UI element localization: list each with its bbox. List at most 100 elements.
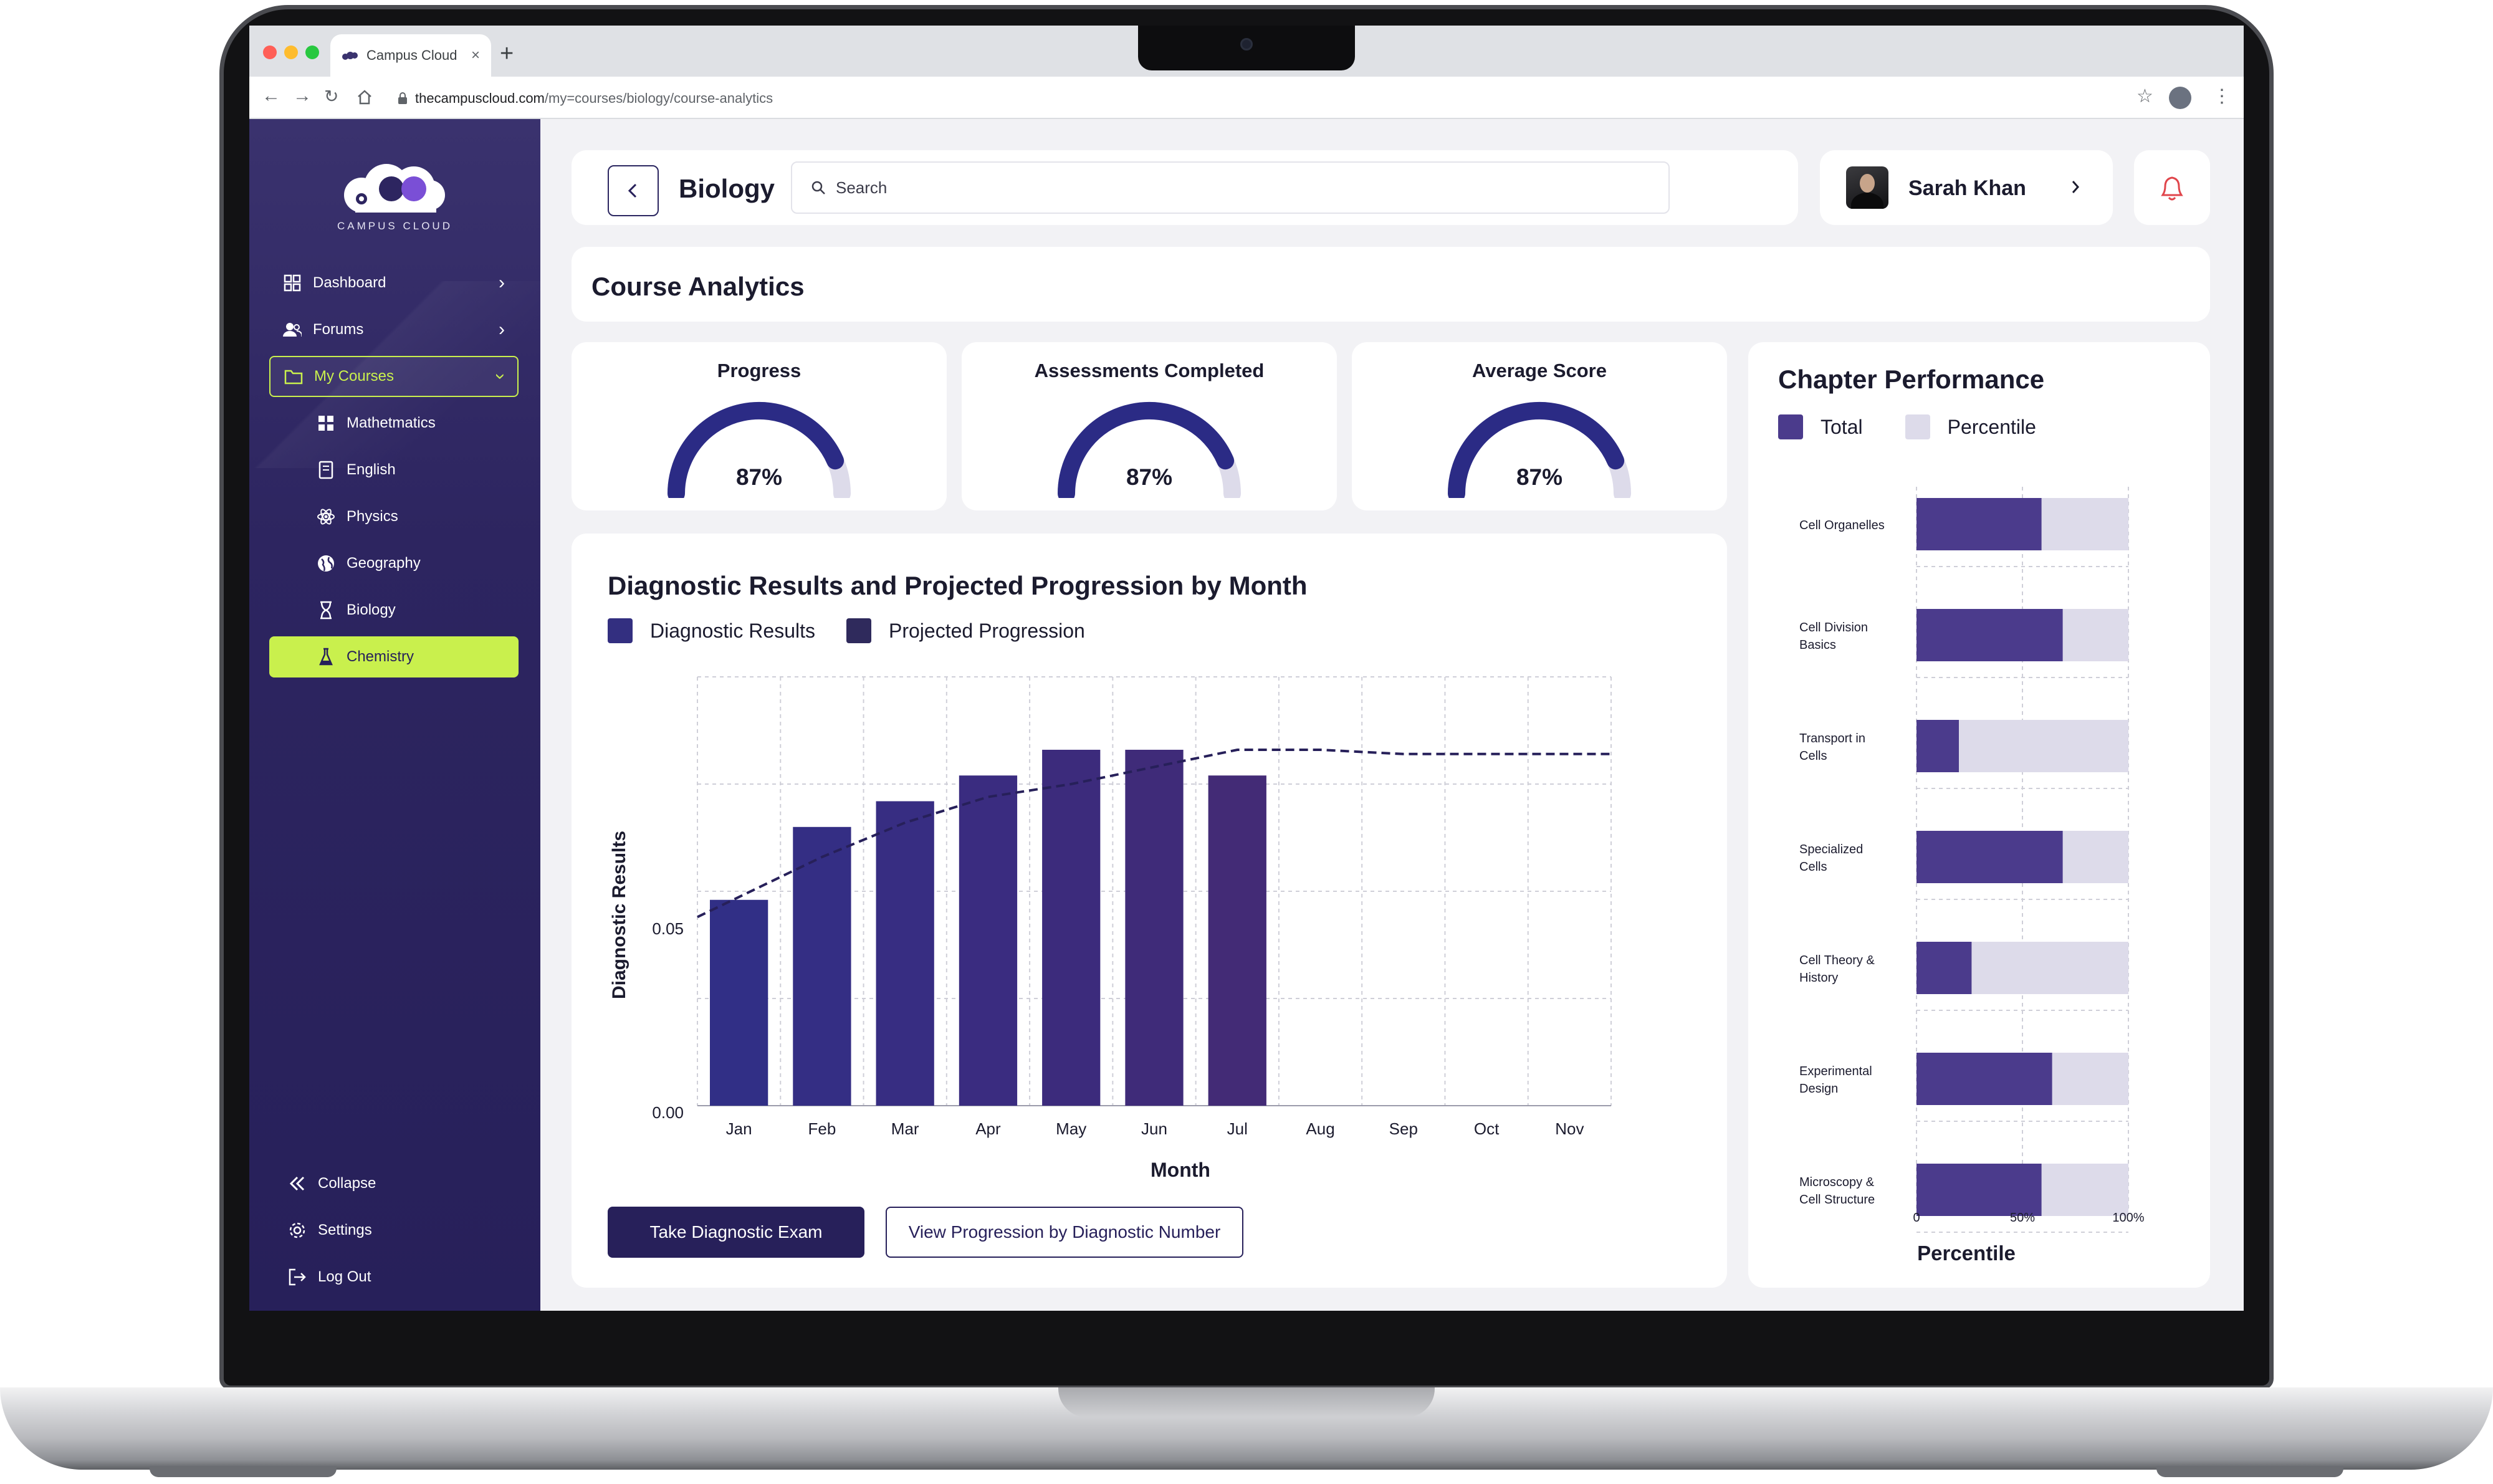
sidebar-item-my-courses[interactable]: My Courses › (269, 356, 519, 397)
notifications-button[interactable] (2134, 150, 2210, 225)
logout-icon (288, 1268, 307, 1286)
legend-swatch-projected (846, 618, 871, 643)
camera-notch (1138, 26, 1355, 70)
sidebar-decoration (249, 281, 540, 468)
total-bar (1916, 831, 2063, 883)
total-bar (1916, 942, 1972, 994)
metric-value: 87% (1126, 464, 1173, 490)
chapter-x-tick: 50% (2010, 1211, 2035, 1225)
forward-arrow-icon[interactable]: → (293, 85, 312, 106)
bar-jan (710, 899, 768, 1106)
gear-icon (288, 1221, 307, 1240)
logout-label: Log Out (318, 1268, 371, 1285)
sidebar-item-forums[interactable]: Forums › (269, 309, 519, 350)
total-bar (1916, 720, 1959, 772)
search-input[interactable]: Search (791, 161, 1670, 214)
sidebar-item-dashboard[interactable]: Dashboard › (269, 262, 519, 304)
x-tick-label: Jun (1141, 1119, 1167, 1138)
chevron-down-icon: › (490, 373, 511, 380)
y-tick-label: 0.00 (652, 1103, 684, 1122)
settings-label: Settings (318, 1222, 372, 1238)
chapter-label: Experimental Design (1799, 1065, 1872, 1096)
search-icon (811, 181, 825, 194)
tab-title: Campus Cloud (366, 47, 457, 63)
new-tab-button[interactable]: + (500, 41, 514, 67)
browser-menu-icon[interactable]: ⋮ (2213, 86, 2231, 107)
minimize-window-button[interactable] (284, 45, 298, 59)
course-item-mathematics[interactable]: Mathetmatics (269, 403, 519, 444)
chapter-label: Cell Division Basics (1799, 621, 1868, 652)
grid-icon (317, 414, 335, 433)
chapter-performance-chart: Percentile Cell Organelles Cell Division B… (1799, 487, 2145, 1265)
double-chevron-left-icon (288, 1174, 307, 1193)
laptop-base (0, 1387, 2493, 1470)
close-window-button[interactable] (263, 45, 277, 59)
chevron-right-icon: › (499, 319, 505, 340)
gauge-fill (668, 401, 845, 498)
chapter-label: Specialized Cells (1799, 843, 1863, 874)
legend-label-projected: Projected Progression (889, 619, 1085, 642)
back-button[interactable] (608, 165, 659, 216)
take-diagnostic-exam-button[interactable]: Take Diagnostic Exam (608, 1207, 864, 1258)
view-progression-button[interactable]: View Progression by Diagnostic Number (886, 1207, 1243, 1258)
home-icon[interactable] (356, 89, 373, 105)
logout-button[interactable]: Log Out (288, 1268, 371, 1286)
course-item-label: English (347, 461, 396, 478)
course-item-label: Geography (347, 555, 421, 572)
course-item-geography[interactable]: Geography (269, 543, 519, 584)
back-arrow-icon[interactable]: ← (262, 85, 280, 106)
course-item-chemistry[interactable]: Chemistry (269, 636, 519, 677)
projected-progression-line (697, 749, 1614, 919)
metric-label: Progress (717, 360, 801, 381)
reload-icon[interactable]: ↻ (324, 87, 339, 106)
campus-cloud-logo (344, 164, 445, 213)
chapter-label-line: Cell Theory & (1799, 954, 1875, 967)
chapter-label-line: Cell Organelles (1799, 519, 1885, 532)
atom-icon (317, 507, 335, 526)
tab-close-icon[interactable]: × (471, 47, 480, 64)
maximize-window-button[interactable] (305, 45, 319, 59)
user-profile-card[interactable]: Sarah Khan (1820, 150, 2113, 225)
course-item-biology[interactable]: Biology (269, 590, 519, 631)
settings-button[interactable]: Settings (288, 1221, 372, 1240)
chart-legend: Diagnostic Results Projected Progression (608, 618, 1085, 643)
browser-tab[interactable]: Campus Cloud × (330, 34, 491, 77)
metric-value: 87% (1516, 464, 1563, 490)
chevron-right-icon (2072, 181, 2080, 193)
x-tick-label: May (1056, 1119, 1086, 1138)
book-icon (317, 461, 335, 479)
chapter-x-tick: 0 (1913, 1211, 1920, 1225)
chevron-right-icon: › (499, 272, 505, 293)
x-tick-label: Feb (808, 1119, 836, 1138)
gauge-fill (1448, 401, 1625, 498)
chapter-label: Transport in Cells (1799, 732, 1865, 763)
gauge-fill (1058, 401, 1235, 498)
bookmark-star-icon[interactable]: ☆ (2137, 86, 2153, 107)
course-item-english[interactable]: English (269, 449, 519, 491)
chapter-label-line: Experimental (1799, 1065, 1872, 1078)
total-bar (1916, 609, 2063, 661)
chapter-label-line: Microscopy & (1799, 1175, 1875, 1189)
chapter-label: Cell Theory & History (1799, 954, 1875, 985)
flask-icon (317, 648, 335, 666)
sidebar: CAMPUS CLOUD Dashboard › Forums › My Cou… (249, 119, 540, 1311)
brand-name: CAMPUS CLOUD (337, 220, 452, 232)
url-bar[interactable]: thecampuscloud.com /my=courses/biology/c… (398, 90, 773, 107)
browser-profile-avatar[interactable] (2169, 87, 2191, 109)
legend-swatch-total (1778, 414, 1803, 439)
diagnostic-chart: Diagnostic Results Month 0.00 0.05 Jan Fe… (609, 676, 1614, 1181)
legend-label-total: Total (1821, 415, 1863, 438)
browser-toolbar: ← → ↻ thecampuscloud.com /my=courses/bio… (249, 77, 2244, 119)
total-bar (1916, 1164, 2042, 1216)
course-item-label: Biology (347, 601, 396, 618)
bar-may (1042, 749, 1101, 1106)
course-item-physics[interactable]: Physics (269, 496, 519, 537)
sidebar-item-label: Dashboard (313, 274, 386, 291)
chart-title: Diagnostic Results and Projected Progres… (608, 571, 1308, 600)
collapse-button[interactable]: Collapse (288, 1174, 376, 1193)
chapter-label-line: Cells (1799, 749, 1827, 763)
bar-jun (1125, 749, 1184, 1106)
metric-value: 87% (735, 464, 783, 490)
legend-label-diagnostic: Diagnostic Results (650, 619, 815, 642)
x-tick-label: Sep (1389, 1119, 1418, 1138)
